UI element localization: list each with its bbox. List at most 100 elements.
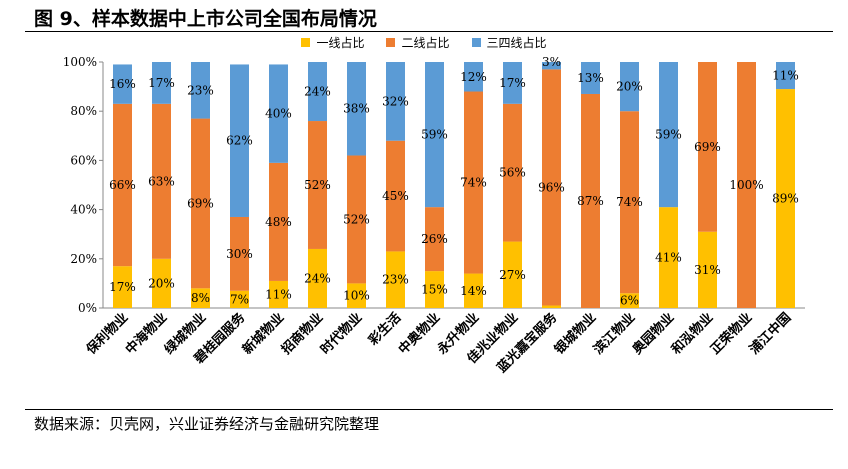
data-label: 3% — [542, 55, 561, 69]
legend-label-tier2: 二线占比 — [401, 36, 450, 50]
bar-segment — [581, 62, 600, 94]
data-label: 74% — [460, 176, 487, 190]
bar-segment — [113, 103, 132, 267]
x-category-label: 和泓物业 — [668, 310, 716, 358]
data-label: 56% — [499, 166, 526, 180]
x-category-label: 保利物业 — [83, 310, 132, 359]
bar-segment — [425, 207, 444, 272]
bar-segment — [776, 62, 795, 90]
bar-segment — [581, 93, 600, 308]
legend-swatch-tier2 — [386, 38, 396, 47]
bar-segment — [347, 62, 366, 156]
y-tick-label: 40% — [70, 203, 97, 217]
bar-segment — [425, 62, 444, 208]
bottom-rule — [25, 409, 833, 410]
data-label: 26% — [421, 232, 448, 246]
legend-item-tier1: 一线占比 — [301, 34, 364, 51]
bar-segment — [347, 283, 366, 308]
data-label: 31% — [694, 263, 721, 277]
x-category-label: 中海物业 — [122, 310, 170, 358]
y-tick-label: 0% — [78, 301, 97, 315]
bar-segment — [386, 251, 405, 308]
bar-segment — [620, 62, 639, 112]
data-label: 52% — [343, 212, 370, 226]
data-label: 63% — [148, 174, 175, 188]
data-label: 41% — [655, 251, 682, 265]
data-label: 87% — [577, 194, 604, 208]
data-label: 11% — [772, 69, 799, 83]
data-label: 69% — [187, 196, 214, 210]
bar-segment — [386, 62, 405, 141]
x-category-label: 滨江物业 — [590, 310, 638, 358]
data-label: 66% — [109, 178, 136, 192]
bar-segment — [230, 290, 249, 308]
bar-segment — [425, 271, 444, 308]
data-label: 12% — [460, 70, 487, 84]
data-label: 24% — [304, 271, 331, 285]
bar-segment — [503, 241, 522, 308]
data-label: 40% — [265, 107, 292, 121]
bar-segment — [620, 111, 639, 294]
y-tick-label: 20% — [70, 252, 97, 266]
bar-segment — [152, 62, 171, 104]
data-label: 32% — [382, 94, 409, 108]
bar-segment — [776, 89, 795, 308]
data-label: 45% — [382, 189, 409, 203]
bar-segment — [308, 62, 327, 122]
data-label: 59% — [655, 128, 682, 142]
bar-segment — [308, 121, 327, 249]
bar-segment — [269, 64, 288, 163]
x-category-label: 正荣物业 — [707, 310, 755, 358]
bar-segment — [542, 69, 561, 306]
data-label: 59% — [421, 128, 448, 142]
bar-segment — [113, 266, 132, 308]
data-label: 27% — [499, 268, 526, 282]
bar-segment — [191, 62, 210, 119]
data-label: 15% — [421, 283, 448, 297]
legend-label-tier1: 一线占比 — [316, 36, 365, 50]
data-label: 20% — [148, 276, 175, 290]
bar-segment — [737, 62, 756, 308]
bar-segment — [503, 103, 522, 242]
stacked-bar-chart: 0% 20% 40% 60% 80% 100% 17% 66% 16% 保利物业 20% 63% 17%… — [63, 55, 805, 376]
figure-title: 图 9、样本数据中上市公司全国布局情况 — [34, 8, 377, 30]
legend-swatch-tier34 — [471, 38, 481, 47]
bar-segment — [503, 62, 522, 104]
data-label: 14% — [460, 284, 487, 298]
data-label: 62% — [226, 134, 253, 148]
data-label: 17% — [499, 76, 526, 90]
y-tick-label: 100% — [63, 55, 97, 69]
top-rule — [25, 31, 833, 32]
source-note: 数据来源：贝壳网，兴业证券经济与金融研究院整理 — [34, 415, 380, 433]
data-label: 16% — [109, 77, 136, 91]
data-label: 89% — [772, 192, 799, 206]
bar-segment — [542, 62, 561, 70]
data-label: 38% — [343, 102, 370, 116]
data-label: 17% — [109, 280, 136, 294]
bar-segment — [464, 91, 483, 274]
x-category-label: 浦江中国 — [746, 310, 794, 358]
bar-segment — [698, 62, 717, 232]
data-label: 100% — [729, 178, 763, 192]
bar-segment — [542, 305, 561, 308]
data-label: 8% — [191, 291, 210, 305]
bar-segment — [464, 62, 483, 92]
bar-segment — [464, 273, 483, 308]
legend-label-tier34: 三四线占比 — [486, 36, 547, 50]
data-label: 24% — [304, 85, 331, 99]
bar-segment — [269, 280, 288, 308]
legend-item-tier2: 二线占比 — [386, 34, 450, 51]
data-label: 48% — [265, 215, 292, 229]
data-label: 96% — [538, 180, 565, 194]
bar-segment — [113, 64, 132, 104]
x-category-label: 时代物业 — [317, 310, 365, 358]
bar-segment — [659, 62, 678, 208]
data-label: 7% — [230, 292, 249, 306]
x-category-label: 中奥物业 — [395, 310, 443, 358]
data-label: 30% — [226, 247, 253, 261]
bar-segment — [386, 140, 405, 252]
data-label: 17% — [148, 76, 175, 90]
bar-segment — [191, 118, 210, 289]
data-label: 52% — [304, 178, 331, 192]
bar-segment — [659, 207, 678, 308]
